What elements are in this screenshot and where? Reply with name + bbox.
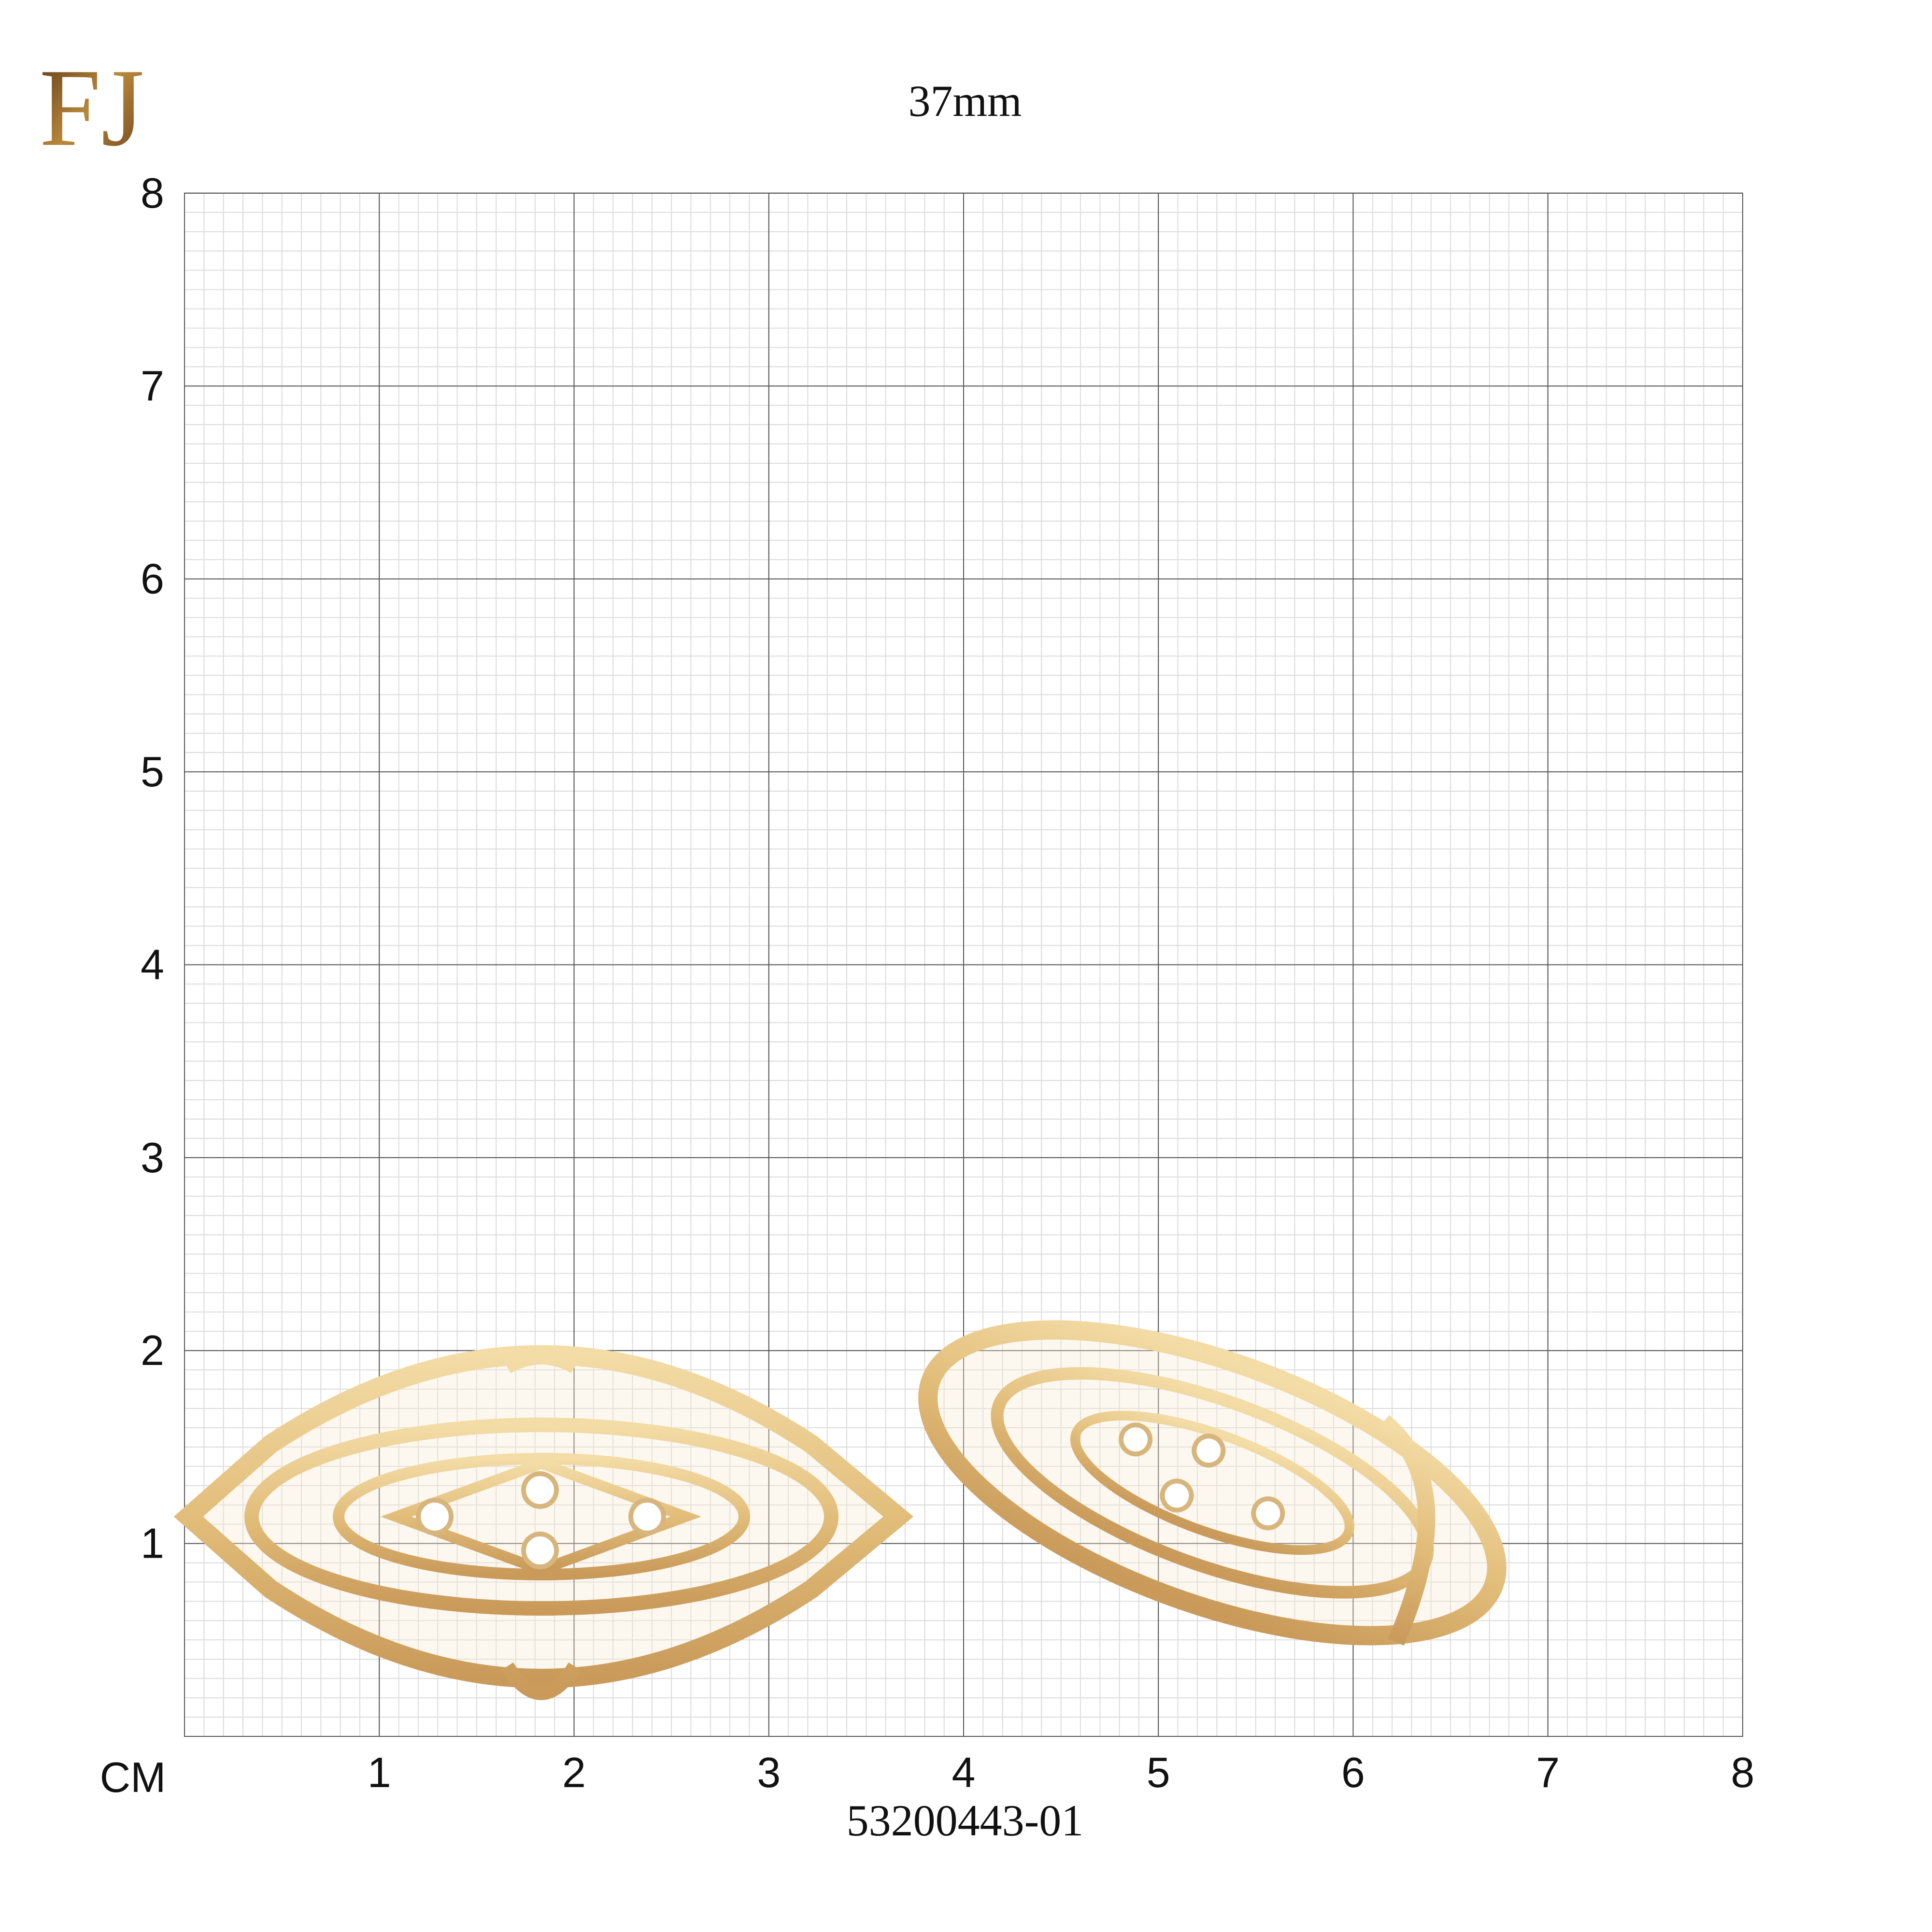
unit-label: CM — [100, 1753, 166, 1801]
y-tick-label: 1 — [141, 1520, 164, 1567]
y-tick-label: 6 — [141, 555, 164, 603]
y-tick-label: 8 — [141, 169, 164, 217]
y-tick-label: 4 — [141, 940, 164, 988]
grid-border — [184, 193, 1743, 1737]
x-tick-label: 1 — [368, 1748, 391, 1796]
y-tick-label: 3 — [141, 1134, 164, 1181]
ring-side — [918, 1320, 1506, 1646]
x-tick-label: 8 — [1731, 1748, 1755, 1796]
ring-front — [173, 1345, 914, 1700]
product-code: 53200443-01 — [847, 1796, 1084, 1845]
y-tick-label: 7 — [141, 362, 164, 410]
x-tick-label: 4 — [952, 1748, 976, 1796]
x-tick-label: 6 — [1341, 1748, 1365, 1796]
y-tick-label: 2 — [141, 1326, 164, 1374]
x-tick-label: 5 — [1147, 1748, 1170, 1796]
x-tick-label: 3 — [757, 1748, 781, 1796]
x-tick-label: 2 — [562, 1748, 586, 1796]
size-label: 37mm — [908, 76, 1022, 126]
logo: FJ — [39, 46, 144, 169]
y-tick-label: 5 — [141, 748, 164, 796]
x-tick-label: 7 — [1536, 1748, 1560, 1796]
